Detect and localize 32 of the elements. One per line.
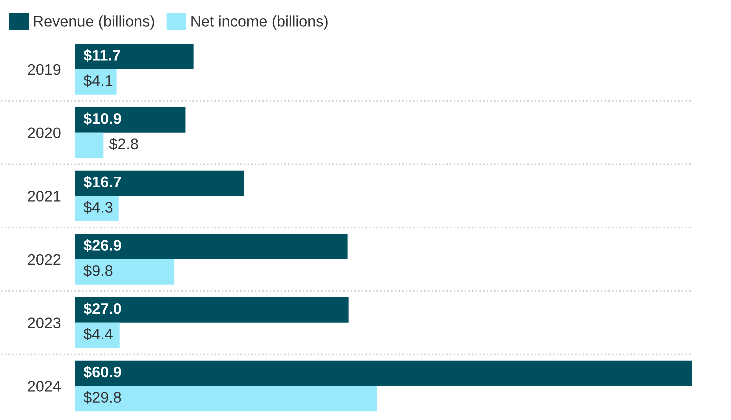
bar xyxy=(75,322,120,348)
bar xyxy=(75,260,175,285)
y-tick-label: 2024 xyxy=(28,381,61,392)
data-label: $29.8 xyxy=(84,392,122,404)
data-label: $10.9 xyxy=(84,112,122,126)
bar xyxy=(75,360,692,386)
data-label: $4.3 xyxy=(84,201,113,214)
data-label: $11.7 xyxy=(84,49,120,62)
legend-label: Revenue (billions) xyxy=(34,16,154,30)
y-tick-label: 2022 xyxy=(28,254,61,266)
bar xyxy=(75,69,117,95)
data-label: $27.0 xyxy=(84,302,122,316)
bar xyxy=(75,170,244,196)
bar xyxy=(75,386,378,412)
data-label: $60.9 xyxy=(84,366,122,379)
data-label: $4.4 xyxy=(84,328,113,341)
data-label: $16.7 xyxy=(84,176,122,189)
bar xyxy=(75,107,186,133)
bar xyxy=(75,298,349,323)
y-tick-label: 2021 xyxy=(28,191,61,202)
y-tick-label: 2023 xyxy=(28,318,61,329)
data-label: $9.8 xyxy=(84,264,113,278)
bar xyxy=(75,44,194,70)
y-tick-label: 2020 xyxy=(28,128,61,139)
data-label: $2.8 xyxy=(109,138,138,151)
data-label: $4.1 xyxy=(84,74,113,88)
bar xyxy=(75,234,348,260)
bar xyxy=(75,196,119,222)
legend-label: Net income (billions) xyxy=(192,16,328,30)
y-tick-label: 2019 xyxy=(28,64,61,76)
bar xyxy=(75,132,104,158)
data-label: $26.9 xyxy=(84,239,122,252)
